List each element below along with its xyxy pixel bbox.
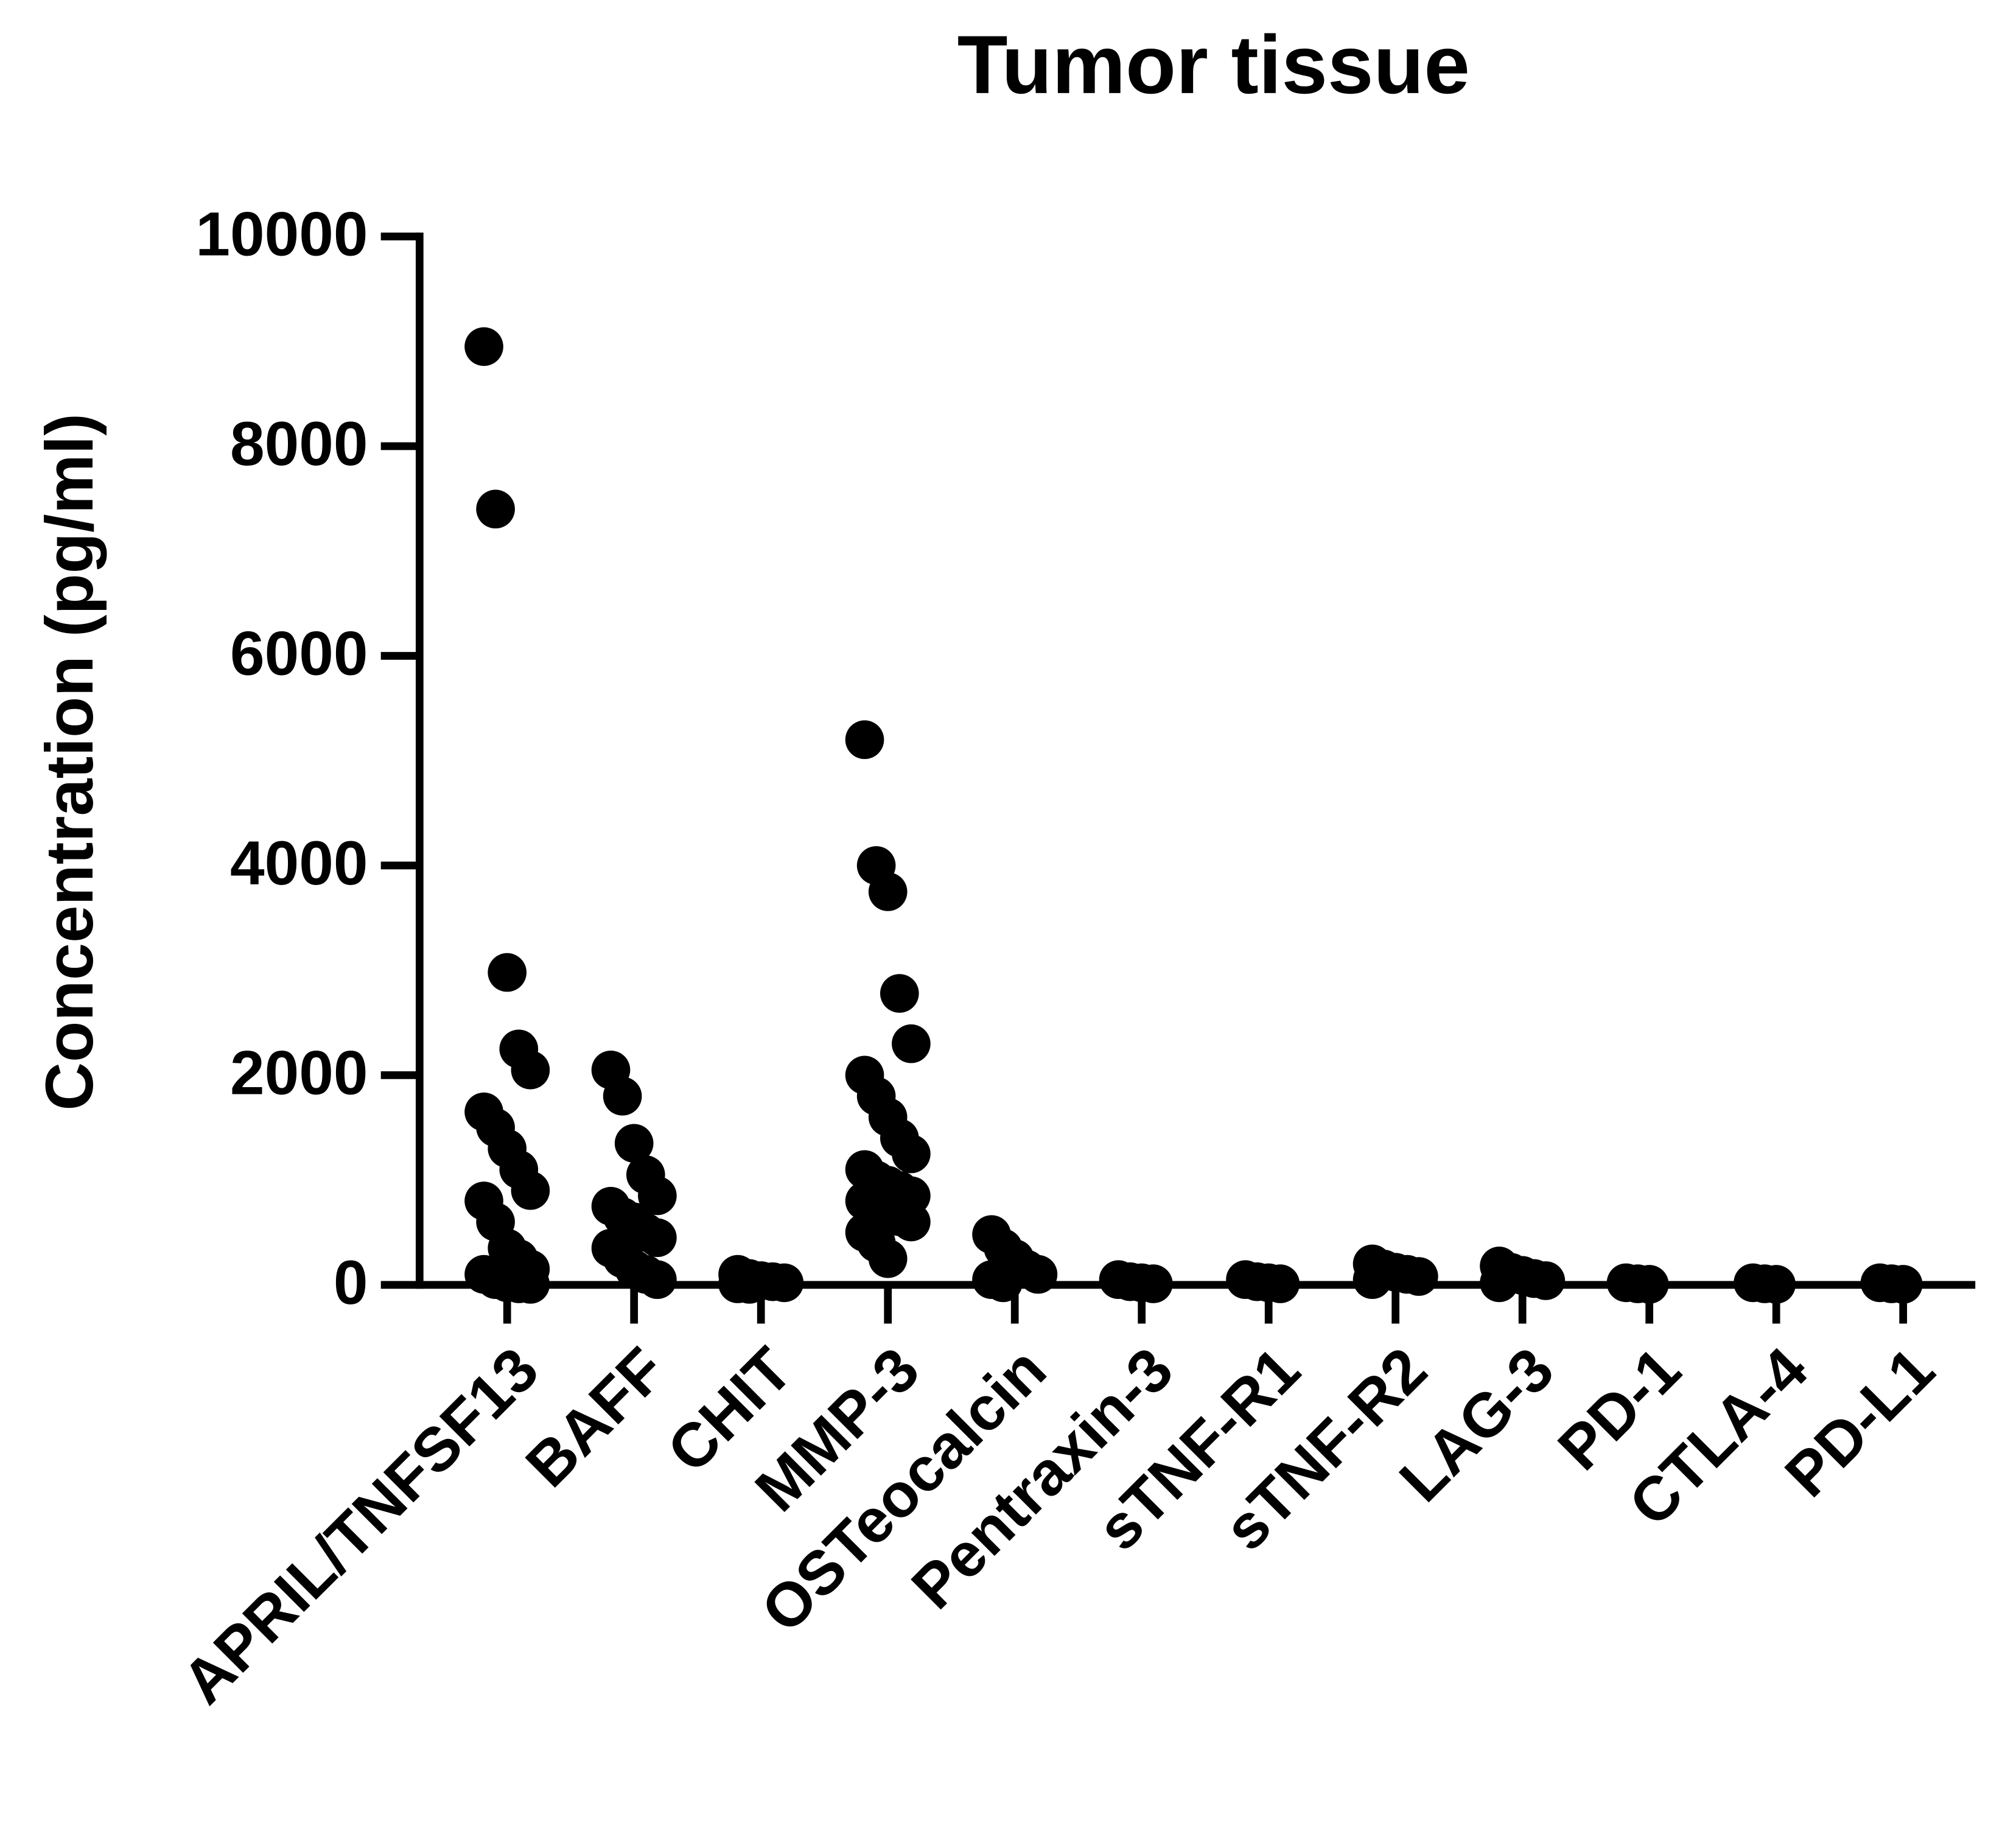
- dot: [892, 1024, 931, 1063]
- y-tick-label: 0: [334, 1248, 368, 1317]
- y-tick-label: 6000: [230, 619, 368, 688]
- dot: [638, 1218, 677, 1258]
- dot: [1883, 1265, 1923, 1304]
- x-tick-label: BAFF: [513, 1334, 679, 1500]
- dot: [638, 1176, 677, 1216]
- dot: [511, 1050, 550, 1090]
- y-tick-label: 2000: [230, 1038, 368, 1108]
- chart-title: Tumor tissue: [957, 18, 1470, 111]
- dot: [1757, 1265, 1796, 1304]
- dot: [511, 1171, 550, 1210]
- dot: [1018, 1255, 1058, 1294]
- x-tick-label: APRIL/TNFSF13: [169, 1334, 551, 1717]
- dot: [1526, 1261, 1566, 1300]
- dot: [1480, 1263, 1519, 1303]
- dot: [638, 1260, 677, 1300]
- dot: [730, 1265, 769, 1304]
- dot: [511, 1265, 550, 1304]
- y-tick-label: 8000: [230, 409, 368, 478]
- dot: [1261, 1264, 1300, 1303]
- dot: [868, 872, 908, 911]
- dot: [984, 1263, 1023, 1303]
- dot: [1133, 1264, 1173, 1303]
- dot: [614, 1124, 654, 1163]
- dot: [845, 720, 884, 760]
- dot: [1352, 1260, 1392, 1300]
- dot: [603, 1077, 642, 1116]
- dot: [892, 1134, 931, 1174]
- dot: [765, 1263, 804, 1303]
- dot: [892, 1202, 931, 1242]
- dot: [476, 489, 515, 529]
- dot: [464, 327, 503, 366]
- dot: [1629, 1265, 1669, 1304]
- y-tick-label: 4000: [230, 828, 368, 898]
- dot: [488, 953, 527, 992]
- dot: [868, 1239, 908, 1278]
- dot: [1399, 1257, 1438, 1296]
- dot: [880, 974, 919, 1013]
- y-tick-label: 10000: [195, 200, 368, 269]
- y-axis-label: Concentration (pg/ml): [32, 413, 107, 1111]
